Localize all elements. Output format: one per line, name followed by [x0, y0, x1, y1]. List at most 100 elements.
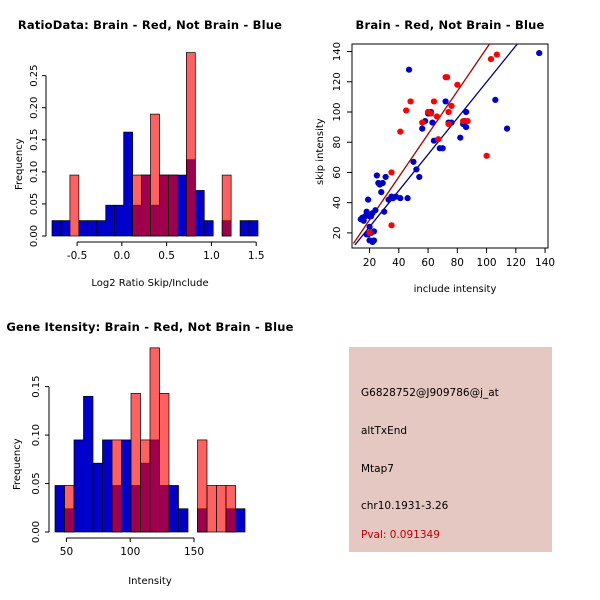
y-tick-label: 0.20 [29, 97, 40, 119]
scatter-point-brain [403, 107, 410, 114]
scatter-inner [352, 44, 543, 246]
scatter-point-notbrain [366, 223, 373, 230]
scatter-point-brain [433, 113, 440, 120]
y-tick-label: 0.10 [31, 424, 42, 446]
x-tick-label: 140 [535, 257, 555, 269]
histogram-bar-notbrain [235, 508, 246, 533]
scatter-point-notbrain [416, 173, 423, 181]
histogram-bar-brain [69, 174, 80, 237]
y-tick-label: 60 [332, 166, 343, 179]
histogram-bar-brain [185, 52, 196, 237]
ratio-histogram-content: 0.00 0.05 0.10 0.15 0.20 0.25 -0.5 0.0 0.5 1.0 1.5 [29, 52, 265, 262]
scatter-point-brain [493, 51, 500, 58]
x-tick-label: 40 [392, 257, 405, 269]
probe-id-text: G6828752@J909786@j_at [361, 387, 499, 399]
y-tick-label: 0.05 [31, 472, 42, 494]
pval-text: Pval: 0.091349 [361, 529, 440, 541]
histogram-bar-brain [221, 174, 232, 237]
y-tick-label: 0.05 [29, 193, 40, 215]
histogram-bar-brain [141, 174, 151, 237]
x-tick-label: 1.0 [203, 250, 220, 262]
x-tick-label: 20 [363, 257, 376, 269]
x-tick-label: 100 [120, 546, 140, 558]
histogram-bar-notbrain [83, 395, 94, 533]
scatter-point-brain [397, 128, 404, 135]
y-tick-label: 40 [332, 196, 343, 209]
x-tick-label: 0.5 [158, 250, 175, 262]
scatter-panel: Brain - Red, Not Brain - Blue skip inten… [300, 0, 600, 300]
x-tick-label: 150 [184, 546, 204, 558]
y-tick-label: 140 [332, 42, 343, 61]
x-tick-label: 60 [421, 257, 434, 269]
scatter-point-brain [388, 222, 395, 229]
scatter-ylabel: skip intensity [315, 118, 326, 185]
scatter-point-notbrain [379, 179, 386, 187]
y-tick-label: 0.10 [29, 161, 40, 183]
ratio-histogram-ylabel: Frequency [14, 138, 25, 190]
scatter-plot: 20 40 60 80 100 120 140 20 40 60 80 100 120 140 [332, 42, 555, 269]
histogram-bar-brain [206, 485, 217, 533]
gene-info-panel: G6828752@J909786@j_at altTxEnd Mtap7 chr… [349, 347, 552, 552]
scatter-point-notbrain [405, 66, 413, 73]
y-tick-label: 80 [332, 136, 343, 149]
scatter-point-notbrain [370, 237, 378, 244]
scatter-point-brain [487, 56, 495, 63]
histogram-bar-brain [140, 439, 151, 533]
histogram-bar-notbrain [203, 220, 214, 237]
scatter-point-brain [443, 74, 451, 81]
histogram-bar-brain [225, 485, 236, 533]
histogram-bar-brain [64, 485, 75, 533]
histogram-bar-notbrain [194, 190, 205, 237]
histogram-bar-notbrain [54, 485, 65, 533]
scatter-point-notbrain [462, 108, 470, 116]
histogram-bar-brain [159, 174, 169, 237]
histogram-bar-notbrain [121, 439, 132, 533]
histogram-bar-notbrain [239, 220, 250, 237]
scatter-point-brain [460, 117, 467, 125]
ratio-histogram-xlabel: Log2 Ratio Skip/Include [91, 278, 209, 289]
histogram-bar-notbrain [114, 204, 125, 237]
gene-symbol-text: Mtap7 [361, 463, 394, 475]
scatter-xlabel: include intensity [413, 284, 497, 295]
scatter-point-notbrain [503, 125, 511, 132]
histogram-bar-notbrain [51, 220, 62, 237]
scatter-point-notbrain [462, 124, 470, 131]
scatter-point-notbrain [442, 98, 449, 105]
gene-histogram-ylabel: Frequency [12, 438, 23, 490]
y-tick-label: 120 [332, 72, 343, 91]
y-tick-label: 0.25 [29, 65, 40, 87]
scatter-point-notbrain [413, 166, 420, 173]
histogram-bar-brain [111, 439, 122, 533]
histogram-bar-notbrain [177, 174, 187, 237]
y-tick-label: 0.00 [29, 225, 40, 247]
x-tick-label: -0.5 [67, 250, 88, 262]
scatter-point-brain [435, 136, 442, 143]
scatter-point-notbrain [410, 158, 417, 165]
scatter-point-notbrain [381, 208, 388, 215]
histogram-bar-brain [149, 347, 160, 533]
scatter-point-notbrain [536, 49, 543, 57]
regression-line [354, 44, 518, 246]
scatter-content: 20 40 60 80 100 120 140 20 40 60 80 100 120 140 [332, 42, 555, 269]
scatter-point-notbrain [439, 145, 446, 152]
scatter-point-brain [445, 108, 452, 116]
scatter-point-brain [430, 98, 438, 105]
y-tick-label: 20 [332, 227, 343, 240]
scatter-point-brain [464, 117, 471, 125]
x-tick-label: 80 [451, 257, 464, 269]
event-type-text: altTxEnd [361, 425, 408, 437]
histogram-bar-notbrain [248, 220, 259, 237]
scatter-point-brain [388, 169, 395, 176]
scatter-point-brain [366, 229, 373, 236]
gene-histogram-title: Gene Itensity: Brain - Red, Not Brain - … [6, 320, 294, 334]
gene-histogram-xlabel: Intensity [128, 576, 172, 587]
scatter-point-notbrain [492, 96, 499, 104]
gene-histogram-content: 0.00 0.05 0.10 0.15 50 100 150 [31, 347, 246, 558]
histogram-bar-notbrain [92, 462, 103, 533]
histogram-bar-brain [216, 485, 227, 533]
histogram-bar-brain [197, 439, 208, 533]
histogram-bar-notbrain [168, 485, 179, 533]
histogram-bar-brain [130, 393, 141, 533]
histogram-bar-notbrain [102, 439, 113, 533]
scatter-point-notbrain [372, 207, 379, 214]
